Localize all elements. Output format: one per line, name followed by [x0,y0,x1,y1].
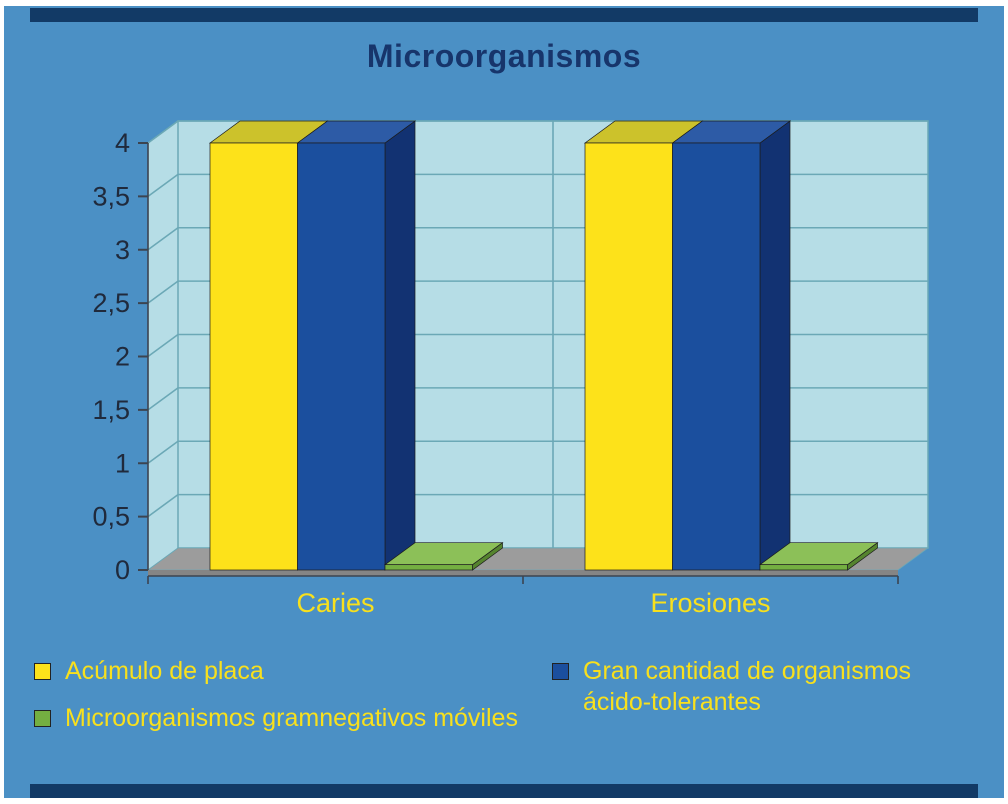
bottom-border-bar [30,784,978,798]
legend-item-acumulo-de-placa: Acúmulo de placa [34,656,264,687]
gridline-side [147,333,179,358]
gridline-side [147,227,179,251]
y-tick-label: 1 [115,448,130,478]
y-tick-label: 2,5 [92,288,130,318]
legend-item-acido-tolerantes: Gran cantidad de organismos ácido-tolera… [552,656,956,718]
y-tick-label: 1,5 [92,395,130,425]
legend-item-gramnegativos: Microorganismos gramnegativos móviles [34,703,518,734]
top-border-bar [30,8,978,22]
bar [759,564,848,571]
plot-floor-edge [148,570,898,576]
chart-title: Microorganismos [366,38,642,74]
gridline-side [147,440,179,464]
y-tick-label: 0,5 [92,502,130,532]
y-tick-label: 3 [115,235,130,265]
gridline-side [147,387,179,411]
y-tick-label: 3,5 [92,181,130,211]
category-label: Erosiones [650,588,770,618]
gridline-side [147,280,179,304]
bar-side [759,120,791,571]
gridline-side [147,493,179,518]
bar [384,564,473,571]
legend-swatch-yellow-icon [34,663,51,680]
bar [672,142,761,571]
bar [209,142,298,571]
bar-side [384,120,416,571]
legend-swatch-green-icon [34,710,51,727]
y-tick-label: 2 [115,342,130,372]
y-tick-label: 0 [115,555,130,585]
legend-label: Gran cantidad de organismos ácido-tolera… [583,657,911,716]
bar [584,142,673,571]
legend-label: Acúmulo de placa [65,657,264,685]
bar [297,142,386,571]
legend-swatch-blue-icon [552,663,569,680]
gridline-side [147,173,179,198]
legend-label: Microorganismos gramnegativos móviles [65,704,518,732]
y-tick-label: 4 [115,128,130,158]
category-label: Caries [296,588,374,618]
gridline-side [147,120,179,144]
